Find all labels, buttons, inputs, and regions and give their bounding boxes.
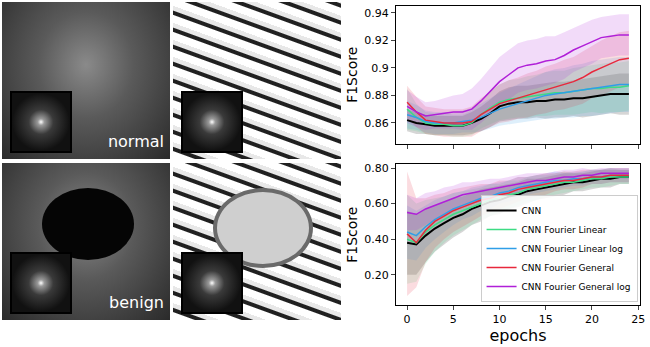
svg-text:0: 0 (404, 313, 411, 326)
svg-text:CNN Fourier Linear log: CNN Fourier Linear log (522, 244, 624, 254)
svg-text:0.60: 0.60 (364, 197, 389, 210)
svg-text:CNN Fourier General log: CNN Fourier General log (522, 282, 631, 292)
svg-text:F1Score: F1Score (344, 207, 360, 263)
svg-text:0.92: 0.92 (364, 34, 389, 47)
html-text:normal: normal (107, 132, 164, 151)
svg-text:0.88: 0.88 (364, 89, 389, 102)
svg-text:CNN Fourier Linear: CNN Fourier Linear (522, 225, 607, 235)
svg-text:5: 5 (450, 313, 457, 326)
svg-text:F1Score: F1Score (344, 47, 360, 103)
svg-text:10: 10 (493, 313, 507, 326)
svg-text:0.20: 0.20 (364, 269, 389, 282)
html-text:benign: benign (109, 293, 164, 312)
svg-text:0.80: 0.80 (364, 162, 389, 175)
svg-text:CNN: CNN (522, 206, 542, 216)
svg-text:25: 25 (631, 313, 645, 326)
svg-text:CNN Fourier General: CNN Fourier General (522, 263, 614, 273)
svg-text:0.9: 0.9 (371, 62, 389, 75)
svg-text:0.94: 0.94 (364, 7, 389, 20)
svg-text:epochs: epochs (489, 326, 546, 345)
svg-text:0.40: 0.40 (364, 233, 389, 246)
svg-text:0.86: 0.86 (364, 117, 389, 130)
svg-text:15: 15 (539, 313, 553, 326)
svg-text:20: 20 (585, 313, 599, 326)
